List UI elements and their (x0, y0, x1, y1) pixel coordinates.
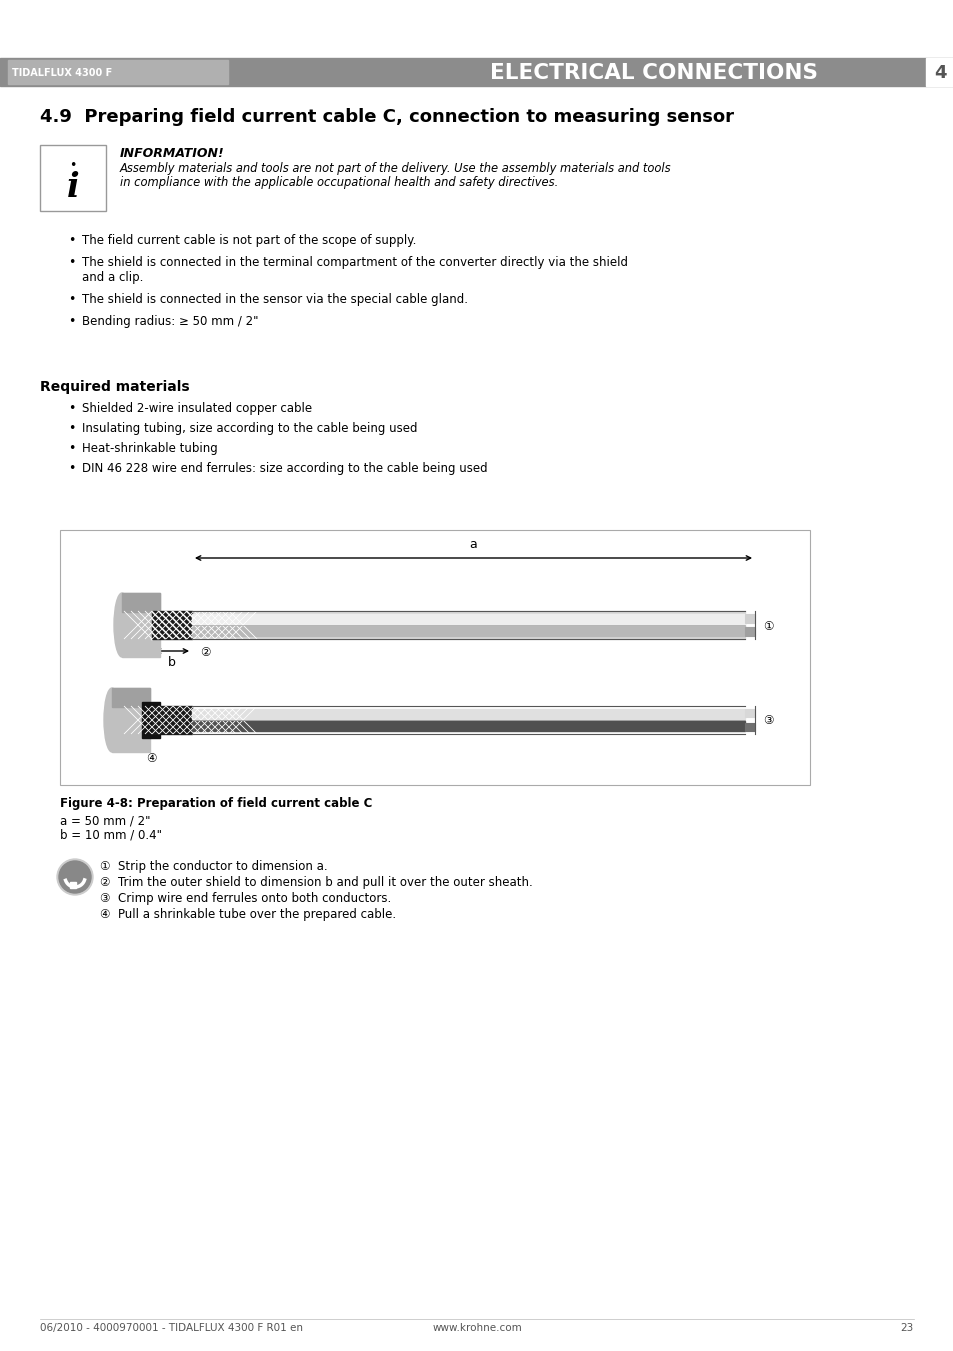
Text: 4.9  Preparing field current cable C, connection to measuring sensor: 4.9 Preparing field current cable C, con… (40, 108, 733, 126)
Text: ③  Crimp wire end ferrules onto both conductors.: ③ Crimp wire end ferrules onto both cond… (100, 892, 391, 905)
Text: a: a (469, 538, 476, 551)
Bar (152, 611, 192, 639)
Text: in compliance with the applicable occupational health and safety directives.: in compliance with the applicable occupa… (120, 176, 558, 189)
Bar (60, 530, 809, 785)
Text: b: b (168, 657, 175, 669)
Bar (0, 58, 953, 86)
Text: ②: ② (200, 646, 211, 658)
Text: ④  Pull a shrinkable tube over the prepared cable.: ④ Pull a shrinkable tube over the prepar… (100, 908, 395, 921)
Bar (112, 688, 150, 753)
Ellipse shape (104, 688, 120, 753)
Text: •: • (68, 403, 75, 415)
Text: 23: 23 (900, 1323, 913, 1333)
Bar (192, 721, 744, 731)
Bar (122, 593, 160, 657)
Text: i: i (67, 172, 79, 204)
Bar (112, 688, 150, 707)
Text: and a clip.: and a clip. (82, 272, 143, 284)
Text: 06/2010 - 4000970001 - TIDALFLUX 4300 F R01 en: 06/2010 - 4000970001 - TIDALFLUX 4300 F … (40, 1323, 303, 1333)
Bar (925, 58, 953, 86)
Text: TIDALFLUX 4300 F: TIDALFLUX 4300 F (12, 68, 112, 78)
Text: DIN 46 228 wire end ferrules: size according to the cable being used: DIN 46 228 wire end ferrules: size accor… (82, 462, 487, 476)
Text: •: • (70, 159, 76, 172)
Text: Assembly materials and tools are not part of the delivery. Use the assembly mate: Assembly materials and tools are not par… (120, 162, 671, 176)
Text: ③: ③ (762, 715, 773, 727)
Bar (744, 709, 754, 717)
Text: The shield is connected in the terminal compartment of the converter directly vi: The shield is connected in the terminal … (82, 255, 627, 269)
Text: Bending radius: ≥ 50 mm / 2": Bending radius: ≥ 50 mm / 2" (82, 315, 258, 328)
Bar (152, 707, 192, 734)
Text: ②  Trim the outer shield to dimension b and pull it over the outer sheath.: ② Trim the outer shield to dimension b a… (100, 875, 532, 889)
Text: www.krohne.com: www.krohne.com (432, 1323, 521, 1333)
Bar (40, 145, 106, 211)
Text: •: • (68, 462, 75, 476)
Text: •: • (68, 422, 75, 435)
Circle shape (57, 859, 92, 894)
Bar (192, 626, 744, 636)
Bar (142, 703, 160, 738)
Bar (192, 611, 744, 639)
Bar (744, 723, 754, 731)
Text: ELECTRICAL CONNECTIONS: ELECTRICAL CONNECTIONS (490, 63, 817, 82)
Bar (152, 611, 192, 639)
Bar (192, 709, 744, 719)
Ellipse shape (113, 593, 130, 657)
Text: Required materials: Required materials (40, 380, 190, 394)
Text: ①: ① (762, 620, 773, 632)
Text: b = 10 mm / 0.4": b = 10 mm / 0.4" (60, 830, 162, 842)
Text: •: • (68, 234, 75, 247)
Text: Shielded 2-wire insulated copper cable: Shielded 2-wire insulated copper cable (82, 403, 312, 415)
Bar (744, 613, 754, 623)
Text: •: • (68, 315, 75, 328)
Text: •: • (68, 442, 75, 455)
Text: The field current cable is not part of the scope of supply.: The field current cable is not part of t… (82, 234, 416, 247)
Circle shape (59, 861, 91, 893)
Text: Heat-shrinkable tubing: Heat-shrinkable tubing (82, 442, 217, 455)
Bar (8, 59, 228, 84)
Text: ①  Strip the conductor to dimension a.: ① Strip the conductor to dimension a. (100, 861, 327, 873)
Text: 4: 4 (933, 63, 945, 82)
Text: INFORMATION!: INFORMATION! (120, 147, 225, 159)
Text: a = 50 mm / 2": a = 50 mm / 2" (60, 815, 151, 828)
Text: •: • (68, 255, 75, 269)
Text: ④: ④ (146, 753, 156, 765)
Bar (122, 593, 160, 612)
Text: Insulating tubing, size according to the cable being used: Insulating tubing, size according to the… (82, 422, 417, 435)
Text: •: • (68, 293, 75, 305)
Bar (192, 613, 744, 624)
Bar (744, 627, 754, 636)
Text: Figure 4-8: Preparation of field current cable C: Figure 4-8: Preparation of field current… (60, 797, 372, 811)
Text: The shield is connected in the sensor via the special cable gland.: The shield is connected in the sensor vi… (82, 293, 468, 305)
